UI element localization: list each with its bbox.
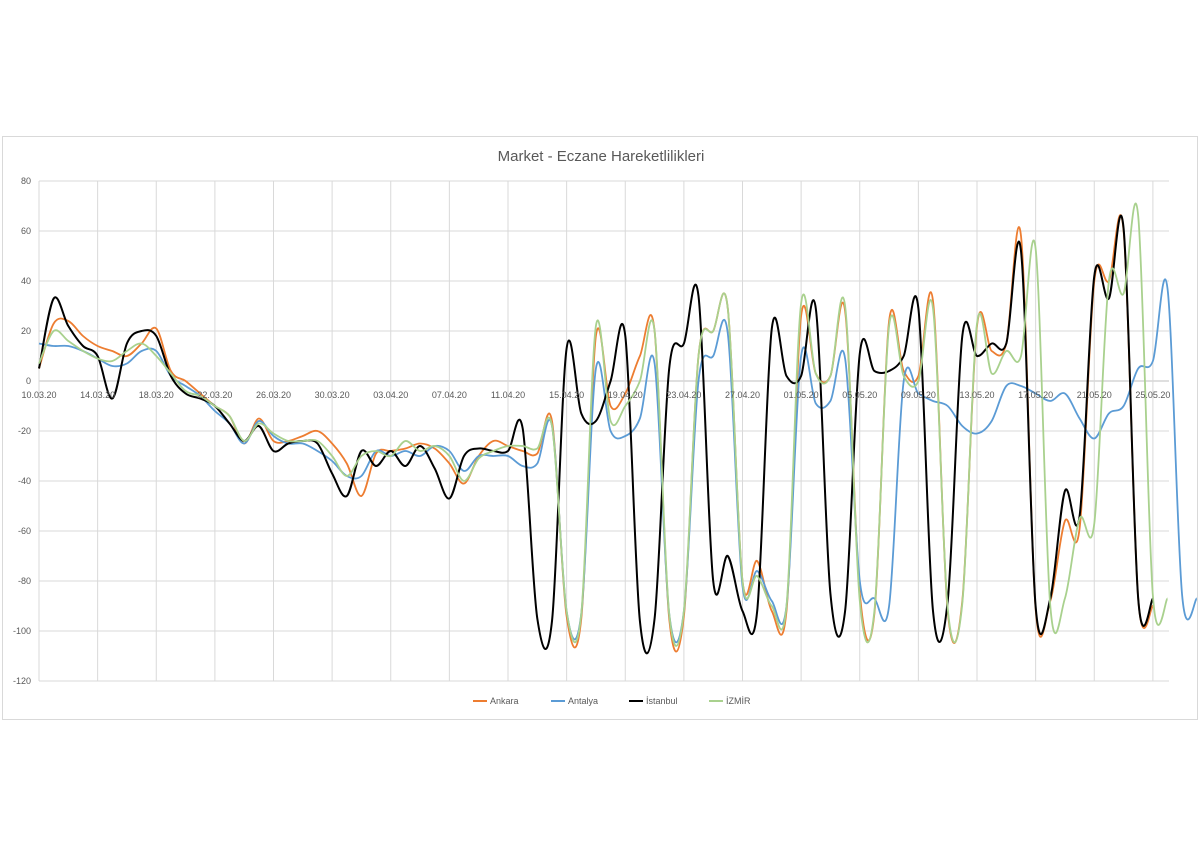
x-tick-label: 10.03.20 — [21, 390, 56, 400]
x-tick-label: 14.03.20 — [80, 390, 115, 400]
chart-frame: Market - Eczane Hareketlilikleri 80 60 40 2… — [2, 136, 1198, 720]
legend: Ankara Antalya İstanbul İZMİR — [473, 696, 751, 706]
x-tick-label: 11.04.20 — [491, 390, 525, 400]
legend-label: Antalya — [568, 696, 598, 706]
x-tick-label: 19.04.20 — [608, 390, 643, 400]
y-axis-ticks: 80 60 40 20 0 -20 -40 -60 -80 -100 -120 — [13, 176, 31, 686]
x-tick-label: 23.04.20 — [666, 390, 701, 400]
x-tick-label: 30.03.20 — [315, 390, 350, 400]
y-tick-label: 20 — [21, 326, 31, 336]
y-tick-label: -100 — [13, 626, 31, 636]
y-tick-label: -80 — [18, 576, 31, 586]
series-line-3 — [38, 202, 1169, 647]
x-tick-label: 07.04.20 — [432, 390, 467, 400]
series-layer — [38, 202, 1198, 655]
series-line-0 — [38, 214, 1154, 653]
x-tick-label: 27.04.20 — [725, 390, 760, 400]
x-tick-label: 22.03.20 — [197, 390, 232, 400]
x-axis-ticks: 10.03.20 14.03.20 18.03.20 22.03.20 26.03.20… — [21, 390, 1170, 400]
line-chart: Market - Eczane Hareketlilikleri 80 60 40 2… — [13, 148, 1198, 706]
y-tick-label: 0 — [26, 376, 31, 386]
y-tick-label: 60 — [21, 226, 31, 236]
x-tick-label: 03.04.20 — [373, 390, 408, 400]
x-tick-label: 09.05.20 — [901, 390, 936, 400]
x-tick-label: 01.05.20 — [784, 390, 819, 400]
x-tick-label: 18.03.20 — [139, 390, 174, 400]
x-tick-label: 26.03.20 — [256, 390, 291, 400]
series-line-2 — [38, 215, 1154, 655]
chart-title: Market - Eczane Hareketlilikleri — [498, 148, 705, 165]
x-tick-label: 25.05.20 — [1135, 390, 1170, 400]
y-tick-label: -40 — [18, 476, 31, 486]
grid-layer — [38, 180, 1169, 682]
x-tick-label: 13.05.20 — [959, 390, 994, 400]
legend-label: İZMİR — [726, 696, 751, 706]
y-tick-label: 40 — [21, 276, 31, 286]
y-tick-label: 80 — [21, 176, 31, 186]
x-tick-label: 21.05.20 — [1077, 390, 1112, 400]
y-tick-label: -120 — [13, 676, 31, 686]
y-tick-label: -60 — [18, 526, 31, 536]
x-tick-label: 17.05.20 — [1018, 390, 1053, 400]
legend-label: Ankara — [490, 696, 519, 706]
x-tick-label: 15.04.20 — [549, 390, 584, 400]
series-line-1 — [38, 278, 1198, 644]
x-tick-label: 05.05.20 — [842, 390, 877, 400]
y-tick-label: -20 — [18, 426, 31, 436]
legend-label: İstanbul — [646, 696, 678, 706]
